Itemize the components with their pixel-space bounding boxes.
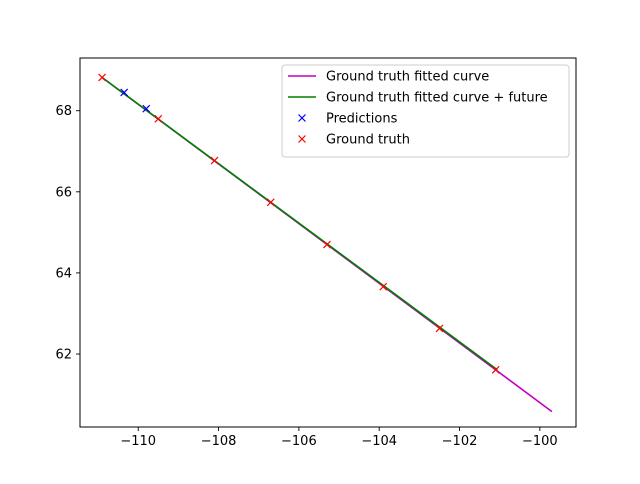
- y-tick-label-2: 66: [55, 185, 72, 200]
- x-tick-label-5: −100: [522, 434, 558, 449]
- legend: Ground truth fitted curve Ground truth fi…: [281, 64, 570, 158]
- series-3-point-4: [323, 240, 331, 249]
- legend-entry-3: Ground truth: [298, 133, 410, 148]
- legend-box: [281, 64, 570, 158]
- legend-swatch-3: [298, 135, 306, 143]
- x-axis: −110 −108 −106 −104 −102 −100: [120, 427, 558, 449]
- legend-label-1: Ground truth fitted curve + future: [326, 91, 548, 106]
- y-tick-label-0: 62: [55, 348, 72, 363]
- series-3-point-6: [435, 324, 444, 333]
- x-tick-label-2: −106: [281, 434, 317, 449]
- y-tick-label-1: 64: [55, 266, 72, 281]
- plot-area: [98, 73, 553, 413]
- legend-swatch-2: [298, 114, 306, 122]
- legend-label-0: Ground truth fitted curve: [326, 70, 489, 85]
- series-2-point-1: [142, 104, 151, 113]
- series-3-point-5: [379, 282, 388, 291]
- y-axis: 62 64 66 68: [55, 104, 80, 363]
- series-3-point-0: [98, 73, 107, 82]
- legend-label-3: Ground truth: [326, 133, 410, 148]
- series-3-point-2: [210, 156, 219, 165]
- y-tick-label-3: 68: [55, 104, 72, 119]
- legend-entry-2: Predictions: [298, 112, 398, 127]
- x-tick-label-1: −108: [201, 434, 237, 449]
- series-2-point-0: [120, 88, 129, 97]
- series-3-point-3: [266, 198, 275, 207]
- x-tick-label-4: −102: [442, 434, 478, 449]
- legend-entry-1: Ground truth fitted curve + future: [288, 91, 548, 106]
- x-tick-label-3: −104: [361, 434, 397, 449]
- legend-label-2: Predictions: [326, 112, 398, 127]
- axes-frame: [79, 57, 577, 428]
- legend-entry-0: Ground truth fitted curve: [288, 70, 489, 85]
- series-3-point-1: [154, 114, 163, 123]
- series-line-1: [101, 76, 498, 371]
- series-3-point-7: [491, 365, 500, 374]
- x-tick-label-0: −110: [120, 434, 156, 449]
